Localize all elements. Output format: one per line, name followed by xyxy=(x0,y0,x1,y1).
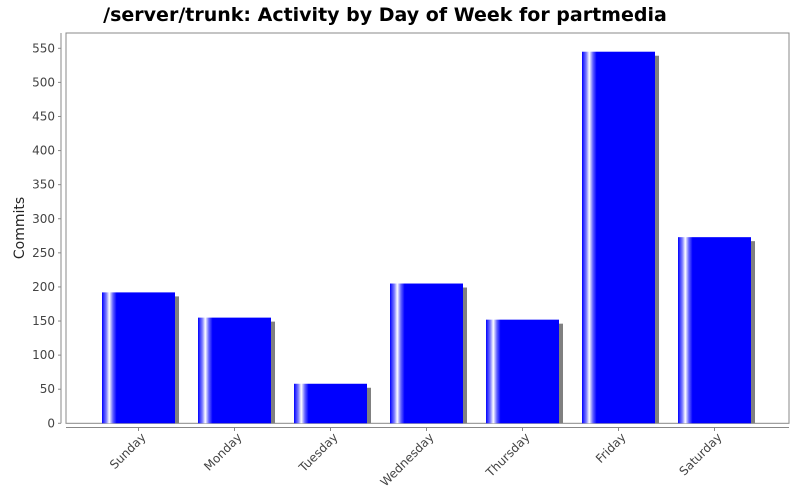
y-tick-label: 400 xyxy=(32,144,55,158)
y-tick-label: 350 xyxy=(32,178,55,192)
y-tick-label: 100 xyxy=(32,348,55,362)
bar-friday xyxy=(582,51,655,424)
y-tick-label: 150 xyxy=(32,314,55,328)
y-axis-label: Commits xyxy=(12,197,28,259)
x-tick-label: Saturday xyxy=(676,430,724,478)
bar-tuesday xyxy=(294,383,367,424)
x-tick-label: Sunday xyxy=(107,430,149,472)
x-tick-label: Tuesday xyxy=(295,430,340,475)
bar-thursday xyxy=(486,319,559,424)
x-tick-label: Friday xyxy=(593,430,629,466)
bar-monday xyxy=(198,317,271,424)
chart-title: /server/trunk: Activity by Day of Week f… xyxy=(103,4,667,26)
y-tick-label: 0 xyxy=(47,416,55,430)
y-tick-label: 50 xyxy=(40,382,55,396)
bar-wednesday xyxy=(390,283,463,424)
x-tick-label: Monday xyxy=(201,430,244,473)
y-tick-label: 450 xyxy=(32,109,55,123)
y-tick-label: 500 xyxy=(32,75,55,89)
y-tick-label: 300 xyxy=(32,212,55,226)
y-tick-label: 250 xyxy=(32,246,55,260)
x-tick-label: Thursday xyxy=(483,430,533,480)
y-tick-label: 200 xyxy=(32,280,55,294)
x-tick-label: Wednesday xyxy=(378,430,437,489)
bar-saturday xyxy=(678,237,751,424)
y-tick-label: 550 xyxy=(32,41,55,55)
bar-sunday xyxy=(102,292,175,424)
